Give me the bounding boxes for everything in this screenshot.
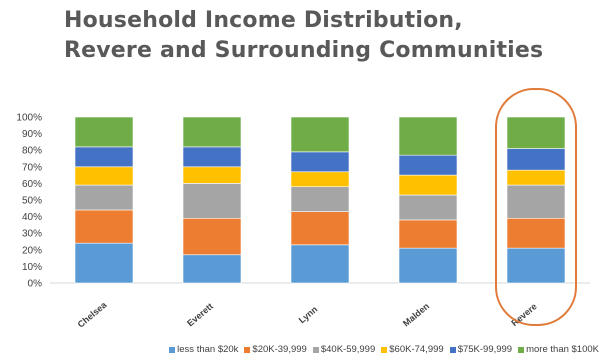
y-tick-label: 100% bbox=[16, 113, 42, 124]
legend-swatch bbox=[518, 347, 524, 353]
bar-segment bbox=[183, 255, 241, 283]
legend-item: more than $100K bbox=[518, 344, 599, 355]
y-tick-label: 10% bbox=[22, 262, 42, 273]
legend-item: less than $20k bbox=[169, 344, 238, 355]
legend-swatch bbox=[169, 347, 175, 353]
y-tick-label: 20% bbox=[22, 245, 42, 256]
bar-segment bbox=[75, 167, 133, 185]
legend-item: $20K-39,999 bbox=[244, 344, 306, 355]
y-tick-label: 90% bbox=[22, 129, 42, 140]
legend-item: $60K-74,999 bbox=[381, 344, 443, 355]
bar-segment bbox=[291, 245, 349, 283]
legend-label: $60K-74,999 bbox=[389, 344, 443, 355]
bar-segment bbox=[399, 195, 457, 220]
legend-swatch bbox=[244, 347, 250, 353]
bar-segment bbox=[507, 218, 565, 248]
bar-segment bbox=[291, 172, 349, 187]
y-tick-label: 30% bbox=[22, 229, 42, 240]
bar-segment bbox=[75, 147, 133, 167]
x-tick-label: Chelsea bbox=[76, 299, 110, 329]
y-tick-label: 60% bbox=[22, 179, 42, 190]
bar-segment bbox=[399, 117, 457, 155]
bar-segment bbox=[183, 218, 241, 255]
bar-segment bbox=[399, 155, 457, 175]
bar-segment bbox=[183, 147, 241, 167]
bar-segment bbox=[507, 170, 565, 185]
bar-segment bbox=[399, 248, 457, 283]
legend-label: less than $20k bbox=[177, 344, 238, 355]
bar-segment bbox=[507, 185, 565, 218]
bar-segment bbox=[291, 117, 349, 152]
legend-label: $75K-99,999 bbox=[458, 344, 512, 355]
legend-swatch bbox=[381, 347, 387, 353]
legend-swatch bbox=[450, 347, 456, 353]
bar-segment bbox=[183, 183, 241, 218]
bar-segment bbox=[291, 212, 349, 245]
legend-label: $40K-59,999 bbox=[321, 344, 375, 355]
y-tick-label: 40% bbox=[22, 212, 42, 223]
y-tick-label: 0% bbox=[28, 279, 43, 290]
y-tick-label: 50% bbox=[22, 196, 42, 207]
bar-segment bbox=[507, 149, 565, 171]
bar-segment bbox=[291, 187, 349, 212]
stacked-bar-chart: 0% 10% 20% 30% 40% 50% 60% 70% 80% 90% 100% Chelsea… bbox=[0, 0, 605, 340]
legend-item: $75K-99,999 bbox=[450, 344, 512, 355]
chart-legend: less than $20k $20K-39,999 $40K-59,999 $60K… bbox=[0, 344, 605, 355]
bar-segment bbox=[75, 117, 133, 147]
bar-segment bbox=[75, 185, 133, 210]
bar-segment bbox=[75, 210, 133, 243]
legend-label: more than $100K bbox=[526, 344, 599, 355]
bar-segment bbox=[399, 220, 457, 248]
legend-swatch bbox=[313, 347, 319, 353]
bar-segment bbox=[183, 117, 241, 147]
x-tick-label: Everett bbox=[185, 301, 215, 328]
bar-segment bbox=[507, 117, 565, 149]
bar-segment bbox=[507, 248, 565, 283]
bar-segment bbox=[183, 167, 241, 184]
bar-segment bbox=[75, 243, 133, 283]
legend-item: $40K-59,999 bbox=[313, 344, 375, 355]
x-tick-label: Malden bbox=[401, 301, 431, 329]
bar-segment bbox=[399, 175, 457, 195]
y-tick-label: 80% bbox=[22, 146, 42, 157]
bar-segment bbox=[291, 152, 349, 172]
x-tick-label: Lynn bbox=[297, 304, 320, 325]
legend-label: $20K-39,999 bbox=[252, 344, 306, 355]
y-tick-label: 70% bbox=[22, 162, 42, 173]
